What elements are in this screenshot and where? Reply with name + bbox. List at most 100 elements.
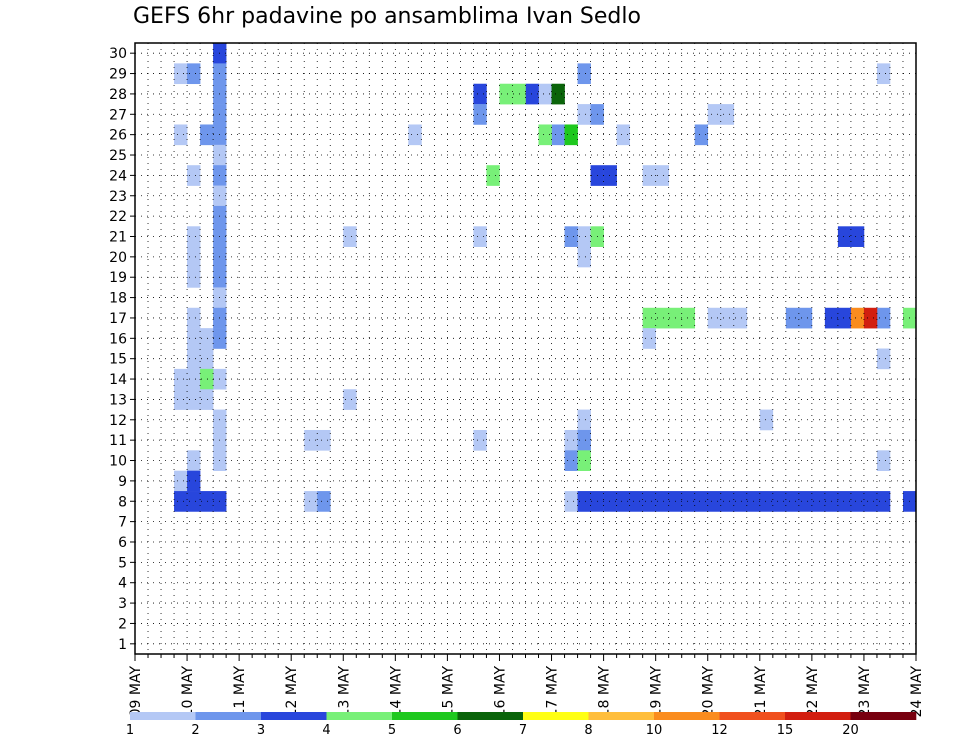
y-tick-label: 14 (109, 372, 127, 388)
heat-cell (577, 429, 591, 451)
heat-cell (837, 491, 852, 512)
x-tick-label: 15 MAY (440, 666, 456, 718)
heat-cell (642, 328, 656, 349)
y-tick-label: 29 (109, 67, 127, 83)
legend-label: 1 (126, 723, 134, 738)
heat-cell (187, 267, 201, 288)
x-tick-label: 11 MAY (232, 666, 248, 718)
heat-cell (837, 307, 852, 329)
heat-cell (707, 104, 722, 125)
heat-cell (577, 226, 591, 247)
heat-cell (863, 307, 878, 329)
heat-cell (317, 429, 331, 451)
y-tick-label: 23 (109, 189, 127, 205)
y-tick-label: 18 (109, 291, 127, 307)
heat-cell (850, 226, 865, 247)
legend-swatch (850, 712, 917, 720)
y-tick-label: 2 (118, 616, 127, 632)
x-tick-label: 16 MAY (493, 666, 509, 718)
heat-cell (343, 389, 357, 410)
x-tick-label: 10 MAY (180, 666, 196, 718)
legend-swatch (785, 712, 851, 720)
heat-cell (707, 307, 722, 329)
y-tick-label: 21 (109, 229, 127, 245)
x-tick-label: 18 MAY (597, 666, 613, 718)
heat-cell (720, 307, 735, 329)
x-tick-label: 09 MAY (128, 666, 144, 718)
heat-cell (577, 246, 591, 268)
heat-cell (200, 348, 214, 370)
y-tick-label: 16 (109, 331, 127, 347)
heat-cell (304, 491, 318, 512)
heat-cell (603, 165, 617, 186)
y-tick-label: 22 (109, 209, 127, 225)
heat-cell (174, 491, 188, 512)
heat-cell (577, 63, 591, 85)
y-tick-label: 27 (109, 107, 127, 123)
heat-cell (863, 491, 878, 512)
heat-cell (473, 429, 487, 451)
heat-cell (616, 124, 630, 146)
heat-cell (200, 124, 214, 146)
heat-cell (577, 450, 591, 471)
heat-cell (772, 491, 787, 512)
y-tick-label: 10 (109, 454, 127, 470)
legend-label: 4 (322, 723, 330, 738)
heat-cell (876, 63, 891, 85)
legend-label: 6 (453, 723, 461, 738)
legend-swatch (654, 712, 720, 720)
y-tick-label: 26 (109, 128, 127, 144)
x-tick-label: 23 MAY (857, 666, 873, 718)
legend-swatch (588, 712, 655, 720)
heat-cell (200, 368, 214, 390)
heat-cell (499, 83, 513, 105)
heat-cell (187, 348, 201, 370)
heat-cell (538, 124, 552, 146)
y-tick-label: 3 (118, 596, 127, 612)
y-tick-label: 30 (109, 46, 127, 62)
y-tick-label: 11 (109, 433, 127, 449)
heat-cell (187, 165, 201, 186)
heat-cell (811, 491, 826, 512)
heat-cell (473, 226, 487, 247)
legend-swatch (719, 712, 786, 720)
x-tick-label: 17 MAY (545, 666, 561, 718)
x-tick-label: 19 MAY (649, 666, 665, 718)
heat-cell (174, 470, 188, 492)
heat-cell (551, 124, 565, 146)
legend-swatch (195, 712, 262, 720)
heat-cell (629, 491, 643, 512)
y-tick-label: 5 (118, 555, 127, 571)
heat-cell (785, 491, 800, 512)
x-tick-label: 22 MAY (805, 666, 821, 718)
heat-cell (551, 83, 565, 105)
heat-cell (564, 429, 578, 451)
heat-cell (876, 450, 891, 471)
heat-cell (876, 348, 891, 370)
heat-cell (694, 491, 709, 512)
legend-label: 12 (711, 723, 728, 738)
heat-cell (187, 470, 201, 492)
y-tick-label: 17 (109, 311, 127, 327)
heat-cell (174, 124, 188, 146)
y-tick-label: 19 (109, 270, 127, 286)
legend-label: 3 (257, 723, 265, 738)
legend-label: 7 (519, 723, 527, 738)
y-tick-label: 28 (109, 87, 127, 103)
legend-swatch (326, 712, 393, 720)
legend-swatch (457, 712, 524, 720)
x-tick-label: 21 MAY (753, 666, 769, 718)
y-tick-label: 12 (109, 413, 127, 429)
heat-cell (525, 83, 539, 105)
heat-cell (200, 389, 214, 410)
heat-cell (538, 83, 552, 105)
y-tick-label: 25 (109, 148, 127, 164)
heat-cell (759, 491, 774, 512)
x-tick-label: 12 MAY (284, 666, 300, 718)
y-tick-label: 8 (118, 494, 127, 510)
heat-cell (473, 104, 487, 125)
heat-cell (317, 491, 331, 512)
heat-cell (707, 491, 722, 512)
heat-cell (564, 124, 578, 146)
heat-cell (187, 246, 201, 268)
